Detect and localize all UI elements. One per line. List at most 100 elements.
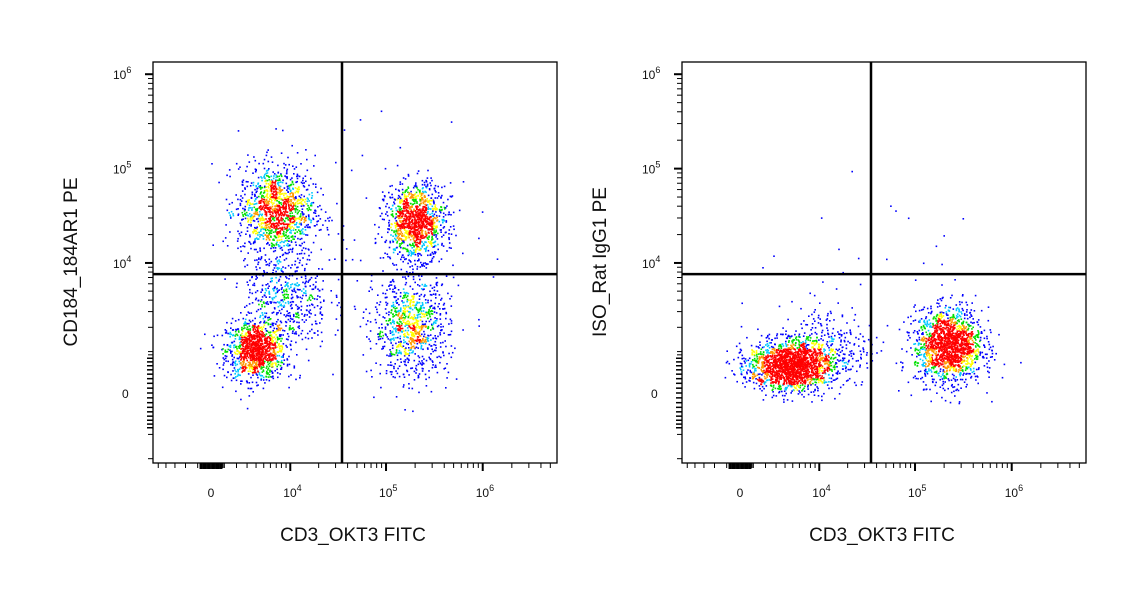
data-point <box>259 322 261 324</box>
data-point <box>297 217 300 220</box>
data-point <box>258 207 260 209</box>
data-point <box>282 354 284 357</box>
data-point <box>260 191 263 193</box>
data-point <box>266 193 269 195</box>
data-point <box>294 223 296 226</box>
data-point <box>424 339 426 342</box>
data-point <box>274 352 277 355</box>
data-point <box>230 217 232 219</box>
data-point <box>262 359 264 362</box>
data-point <box>412 350 414 352</box>
data-point <box>268 244 271 246</box>
data-point <box>286 172 288 174</box>
data-point <box>245 332 248 335</box>
data-point <box>285 293 288 296</box>
data-point <box>413 293 415 295</box>
data-point <box>413 202 416 205</box>
data-point <box>278 343 280 345</box>
data-point <box>392 353 394 356</box>
data-point <box>255 362 258 365</box>
data-point <box>278 267 280 270</box>
data-point <box>240 200 243 202</box>
data-point <box>244 335 246 337</box>
data-point <box>400 321 402 323</box>
data-point <box>273 287 275 290</box>
data-point <box>409 239 412 241</box>
data-point <box>267 183 270 185</box>
data-point <box>442 325 444 328</box>
data-point <box>256 326 259 328</box>
data-point <box>259 360 262 362</box>
data-point <box>281 356 283 358</box>
data-point <box>418 208 420 211</box>
data-point <box>296 296 299 299</box>
data-point <box>259 267 261 269</box>
data-point <box>273 191 275 193</box>
data-point <box>226 209 229 212</box>
data-point <box>401 224 403 226</box>
data-point <box>403 376 406 378</box>
data-point <box>255 191 257 194</box>
data-point <box>440 299 442 301</box>
data-point <box>314 314 317 316</box>
data-point <box>405 278 407 280</box>
data-point <box>240 343 243 346</box>
data-point <box>420 194 423 197</box>
data-point <box>274 207 277 210</box>
data-point <box>382 345 384 348</box>
data-point <box>401 322 403 325</box>
data-point <box>306 332 309 335</box>
data-point <box>266 207 268 210</box>
data-point <box>276 327 278 330</box>
data-point <box>265 238 268 241</box>
data-point <box>275 180 277 182</box>
data-point <box>380 323 383 326</box>
data-point <box>251 342 254 344</box>
data-point <box>422 211 425 214</box>
data-point <box>405 202 407 205</box>
data-point <box>416 236 418 239</box>
data-point <box>245 337 248 339</box>
data-point <box>292 229 295 231</box>
data-point <box>231 355 233 357</box>
data-point <box>255 185 258 188</box>
data-point <box>240 195 242 197</box>
data-point <box>293 365 296 367</box>
data-point <box>395 296 397 298</box>
data-point <box>409 215 412 217</box>
data-point <box>417 255 419 257</box>
data-point <box>420 316 423 318</box>
data-point <box>378 207 381 209</box>
data-point <box>448 246 451 249</box>
data-point <box>249 387 252 390</box>
data-point <box>265 261 267 263</box>
data-point <box>403 348 406 350</box>
data-point <box>379 364 382 366</box>
data-point <box>259 230 262 232</box>
data-point <box>401 256 403 258</box>
data-point <box>252 184 255 187</box>
data-point <box>407 315 410 318</box>
data-point <box>261 213 263 216</box>
data-point <box>432 225 435 227</box>
data-point <box>230 350 232 353</box>
data-point <box>435 211 437 213</box>
data-point <box>408 236 410 239</box>
data-point <box>408 352 411 354</box>
data-point <box>392 288 394 291</box>
data-point <box>391 210 394 213</box>
data-point <box>240 356 242 358</box>
data-point <box>277 183 279 185</box>
data-point <box>266 343 269 346</box>
data-point <box>397 238 400 240</box>
data-point <box>251 319 254 322</box>
data-point <box>398 312 400 314</box>
data-point <box>253 334 255 336</box>
data-point <box>439 313 442 315</box>
data-point <box>261 227 264 229</box>
data-point <box>388 224 391 226</box>
data-point <box>407 195 409 197</box>
data-point <box>405 347 407 349</box>
data-point <box>404 237 407 239</box>
data-point <box>292 192 294 195</box>
